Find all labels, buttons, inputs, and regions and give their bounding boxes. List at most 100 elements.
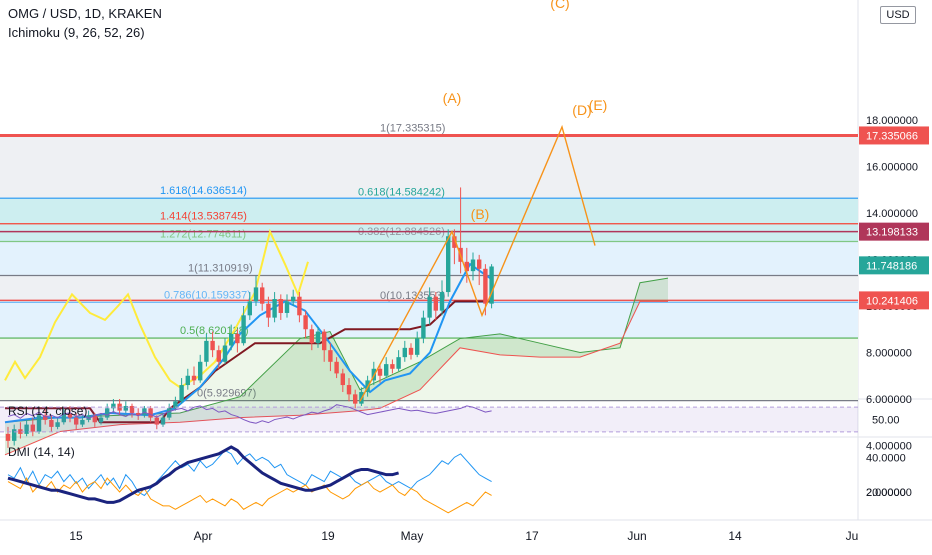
candle-body [67, 412, 73, 418]
candle-body [464, 261, 469, 272]
candle-body [421, 317, 426, 339]
candle-body [489, 266, 494, 304]
y-tick-label: 2.000000 [866, 487, 912, 499]
candle-body [396, 357, 401, 369]
dmi-tick-label: 40.0000 [866, 452, 906, 464]
wave-label: (A) [443, 90, 462, 106]
candle-body [216, 350, 221, 362]
candle-body [433, 296, 438, 311]
candle-body [291, 296, 296, 302]
fib-zone [0, 241, 858, 276]
candle-body [204, 340, 209, 362]
candle-body [154, 417, 159, 425]
candle-body [160, 417, 166, 425]
candle-body [111, 403, 116, 409]
price-label-box [859, 256, 929, 275]
dmi-tick-label: 20.0000 [866, 487, 906, 499]
candle-body [241, 315, 246, 344]
candle-body [98, 417, 104, 423]
candle-body [427, 296, 432, 318]
fib-level-label: 1.414(13.538745) [160, 211, 247, 223]
dmi-minus-line [7, 477, 492, 514]
candle-body [222, 345, 228, 362]
candle-body [309, 329, 314, 344]
candle-body [278, 299, 283, 313]
wave-label: (B) [471, 206, 490, 222]
rsi-line [7, 404, 492, 424]
price-label-box [859, 291, 929, 310]
candle-body [61, 412, 66, 423]
candle-body [284, 301, 290, 313]
candle-body [30, 424, 35, 432]
fib-level-label: 0.786(10.159337) [164, 289, 251, 301]
candle-body [105, 408, 110, 418]
ichimoku-legend[interactable]: Ichimoku (9, 26, 52, 26) [8, 25, 145, 40]
price-label-box [859, 126, 929, 145]
fib-zone [0, 338, 858, 401]
ichimoku-leading-span-b [4, 300, 668, 456]
candle-body [266, 303, 271, 318]
candle-body [272, 299, 277, 318]
fib-level-label: 1(11.310919) [188, 263, 253, 275]
dmi-legend: DMI (14, 14) [8, 445, 75, 459]
candle-body [24, 424, 29, 434]
candle-body [229, 333, 234, 346]
candle-body [167, 408, 172, 418]
rsi-band [0, 407, 858, 432]
wave-label: (C) [550, 0, 569, 11]
fib-level-label: 1.272(12.774611) [160, 228, 246, 240]
price-label: 10.241406 [866, 295, 918, 307]
candle-body [5, 433, 11, 441]
y-tick-label: 4.000000 [866, 441, 912, 453]
fib-zone [0, 198, 858, 242]
x-tick-label: 17 [525, 529, 539, 543]
elliott-wave-path [359, 124, 596, 402]
x-tick-label: 15 [69, 529, 83, 543]
candle-body [191, 375, 197, 381]
fib-level-label: 1.618(14.636514) [160, 185, 247, 197]
candle-body [303, 315, 308, 330]
candle-body [74, 417, 79, 425]
candle-body [384, 364, 389, 376]
candle-body [315, 331, 321, 344]
price-label: 13.198133 [866, 227, 918, 239]
y-tick-label: 14.000000 [866, 208, 918, 220]
candle-body [328, 350, 333, 362]
y-tick-label: 6.000000 [866, 394, 912, 406]
candle-body [136, 412, 141, 416]
candle-body [340, 373, 345, 386]
rsi-tick-label: 50.00 [872, 415, 900, 427]
candle-body [210, 340, 215, 351]
adx-line [7, 445, 400, 504]
candle-body [148, 408, 153, 418]
fib2-level-label: 0.618(14.584242) [358, 186, 445, 198]
candle-body [80, 419, 85, 425]
x-tick-label: 19 [321, 529, 335, 543]
candle-body [36, 415, 42, 432]
x-tick-label: Apr [194, 529, 213, 543]
candle-body [55, 422, 60, 427]
currency-button[interactable]: USD [880, 6, 916, 24]
y-tick-label: 18.000000 [866, 115, 918, 127]
rsi-legend: RSI (14, close) [8, 404, 87, 418]
candle-body [377, 368, 383, 376]
y-tick-label: 8.000000 [866, 348, 912, 360]
x-tick-label: Ju [846, 529, 859, 543]
candle-body [86, 415, 91, 420]
candle-body [483, 268, 488, 304]
fib2-level-label: 1(17.335315) [380, 122, 445, 134]
x-tick-label: Jun [627, 529, 646, 543]
candle-body [353, 394, 358, 404]
candle-body [185, 375, 190, 386]
price-label-box [859, 222, 929, 241]
candle-body [43, 415, 48, 420]
wave-label: (E) [589, 97, 608, 113]
candle-body [253, 287, 259, 302]
fib-zone [0, 135, 858, 199]
wave-label: (D) [572, 102, 591, 118]
fib-level-label: 0(5.929697) [197, 388, 256, 400]
candle-body [334, 361, 339, 374]
candle-body [470, 259, 476, 272]
